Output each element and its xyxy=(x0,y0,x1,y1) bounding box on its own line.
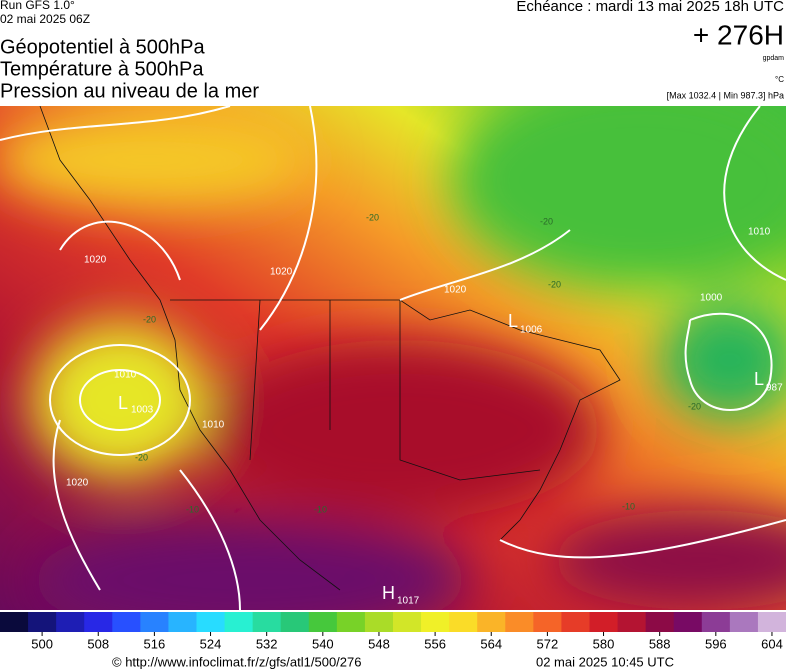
center-pressure: 1017 xyxy=(397,596,420,607)
contour-label: -20 xyxy=(540,216,553,226)
unit: gpdam xyxy=(763,55,785,62)
contour-label: -20 xyxy=(366,212,379,222)
tick-label: 548 xyxy=(368,636,390,651)
center-pressure: 1003 xyxy=(131,405,154,416)
generated: 02 mai 2025 10:45 UTC xyxy=(536,654,674,669)
run: Run GFS 1.0° xyxy=(0,0,75,12)
color-swatch xyxy=(252,612,282,632)
contour-label: -20 xyxy=(688,401,701,411)
center-pressure: 1006 xyxy=(520,325,543,336)
run-date: 02 mai 2025 06Z xyxy=(0,12,90,26)
color-swatch xyxy=(701,612,731,632)
color-swatch xyxy=(336,612,366,632)
contour-label: 1020 xyxy=(270,267,293,278)
center-kind: L xyxy=(754,369,764,389)
color-swatch xyxy=(112,612,141,632)
color-swatch xyxy=(421,612,450,632)
map: L 1003 L 1006 L 987 H 1017 1020 1020 102… xyxy=(0,106,786,610)
color-swatch xyxy=(561,612,590,632)
center-kind: H xyxy=(382,583,395,603)
color-swatch xyxy=(364,612,394,632)
color-swatch xyxy=(140,612,169,632)
color-swatch xyxy=(56,612,85,632)
contour-label: -20 xyxy=(135,452,148,462)
contour-label: -10 xyxy=(622,501,635,511)
colorbar: 500 508 516 524 532 540 548 556 564 572 580 588 596 6… xyxy=(0,612,786,651)
color-swatch xyxy=(393,612,422,632)
color-swatch xyxy=(477,612,506,632)
color-swatch xyxy=(280,612,310,632)
tick-label: 604 xyxy=(761,636,783,651)
title: Température à 500hPa xyxy=(0,58,204,80)
contour-label: 1010 xyxy=(114,370,137,381)
contour-label: -10 xyxy=(186,504,199,514)
color-swatch xyxy=(449,612,478,632)
color-swatch xyxy=(645,612,675,632)
center-pressure: 987 xyxy=(766,383,783,394)
tick-label: 580 xyxy=(593,636,615,651)
contour-label: 1010 xyxy=(748,227,771,238)
color-swatch xyxy=(533,612,562,632)
lead-time: + 276H xyxy=(693,19,784,50)
tick-label: 588 xyxy=(649,636,671,651)
contour-label: 1010 xyxy=(202,420,225,431)
contour-label: -20 xyxy=(548,279,561,289)
source: © http://www.infoclimat.fr/z/gfs/atl1/50… xyxy=(112,654,361,669)
contour-label: 1020 xyxy=(84,255,107,266)
color-swatch xyxy=(308,612,338,632)
tick-label: 596 xyxy=(705,636,727,651)
pressure-centers: L 1003 L 1006 L 987 H 1017 xyxy=(118,311,783,607)
color-swatch xyxy=(28,612,57,632)
color-swatch xyxy=(0,612,29,632)
contour-label: 1020 xyxy=(66,478,89,489)
tick-label: 516 xyxy=(144,636,166,651)
color-swatch xyxy=(168,612,197,632)
tick-label: 564 xyxy=(480,636,502,651)
color-swatch xyxy=(84,612,113,632)
title: Pression au niveau de la mer xyxy=(0,80,259,102)
contour-label: -10 xyxy=(314,504,327,514)
tick-label: 500 xyxy=(31,636,53,651)
tick-label: 572 xyxy=(537,636,559,651)
contour-label: 1020 xyxy=(444,285,467,296)
color-swatch xyxy=(757,612,786,632)
tick-label: 556 xyxy=(424,636,446,651)
tick-label: 540 xyxy=(312,636,334,651)
color-swatch xyxy=(673,612,703,632)
color-swatch xyxy=(729,612,759,632)
color-swatch xyxy=(196,612,226,632)
center-kind: L xyxy=(508,311,518,331)
contour-label: -20 xyxy=(143,314,156,324)
contour-label: 1000 xyxy=(700,293,723,304)
color-swatch xyxy=(589,612,619,632)
pressure-range: [Max 1032.4 | Min 987.3] hPa xyxy=(667,90,784,100)
color-swatch xyxy=(224,612,254,632)
tick-label: 508 xyxy=(87,636,109,651)
color-swatch xyxy=(505,612,534,632)
unit: °C xyxy=(775,75,784,84)
valid-time: Echéance : mardi 13 mai 2025 18h UTC xyxy=(516,0,784,15)
center-kind: L xyxy=(118,393,128,413)
title: Géopotentiel à 500hPa xyxy=(0,36,205,58)
tick-label: 524 xyxy=(200,636,222,651)
color-swatch xyxy=(617,612,647,632)
contour-labels: 1020 1020 1020 1010 1010 1020 1010 1000 … xyxy=(66,212,771,514)
tick-label: 532 xyxy=(256,636,278,651)
